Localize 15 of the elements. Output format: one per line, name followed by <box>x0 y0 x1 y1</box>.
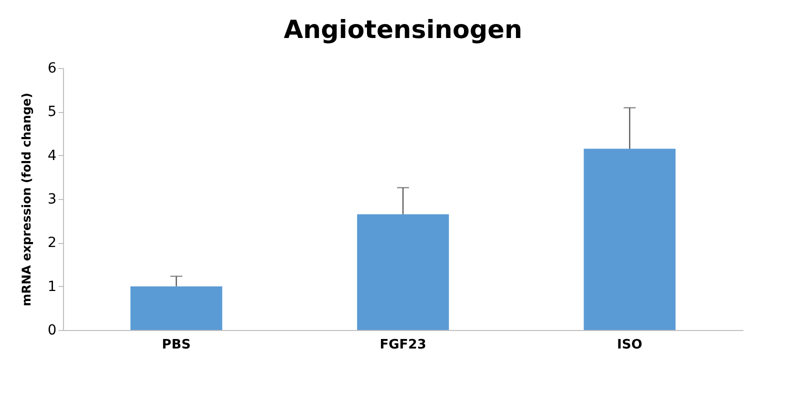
y-tick-label: 4 <box>48 148 57 164</box>
bar <box>130 286 222 330</box>
bar <box>357 214 449 330</box>
y-axis-title: mRNA expression (fold change) <box>20 92 34 306</box>
x-tick-label: FGF23 <box>380 338 426 352</box>
x-tick-label: ISO <box>617 338 642 352</box>
y-tick-label: 6 <box>48 60 57 76</box>
y-tick-label: 0 <box>48 322 56 338</box>
bar <box>584 148 676 330</box>
x-tick-label: PBS <box>162 338 191 352</box>
y-tick-label: 3 <box>48 192 56 208</box>
chart-title: Angiotensinogen <box>284 15 522 44</box>
y-tick-label: 2 <box>48 235 56 252</box>
y-tick-label: 1 <box>48 278 56 295</box>
y-tick-label: 5 <box>48 104 56 120</box>
